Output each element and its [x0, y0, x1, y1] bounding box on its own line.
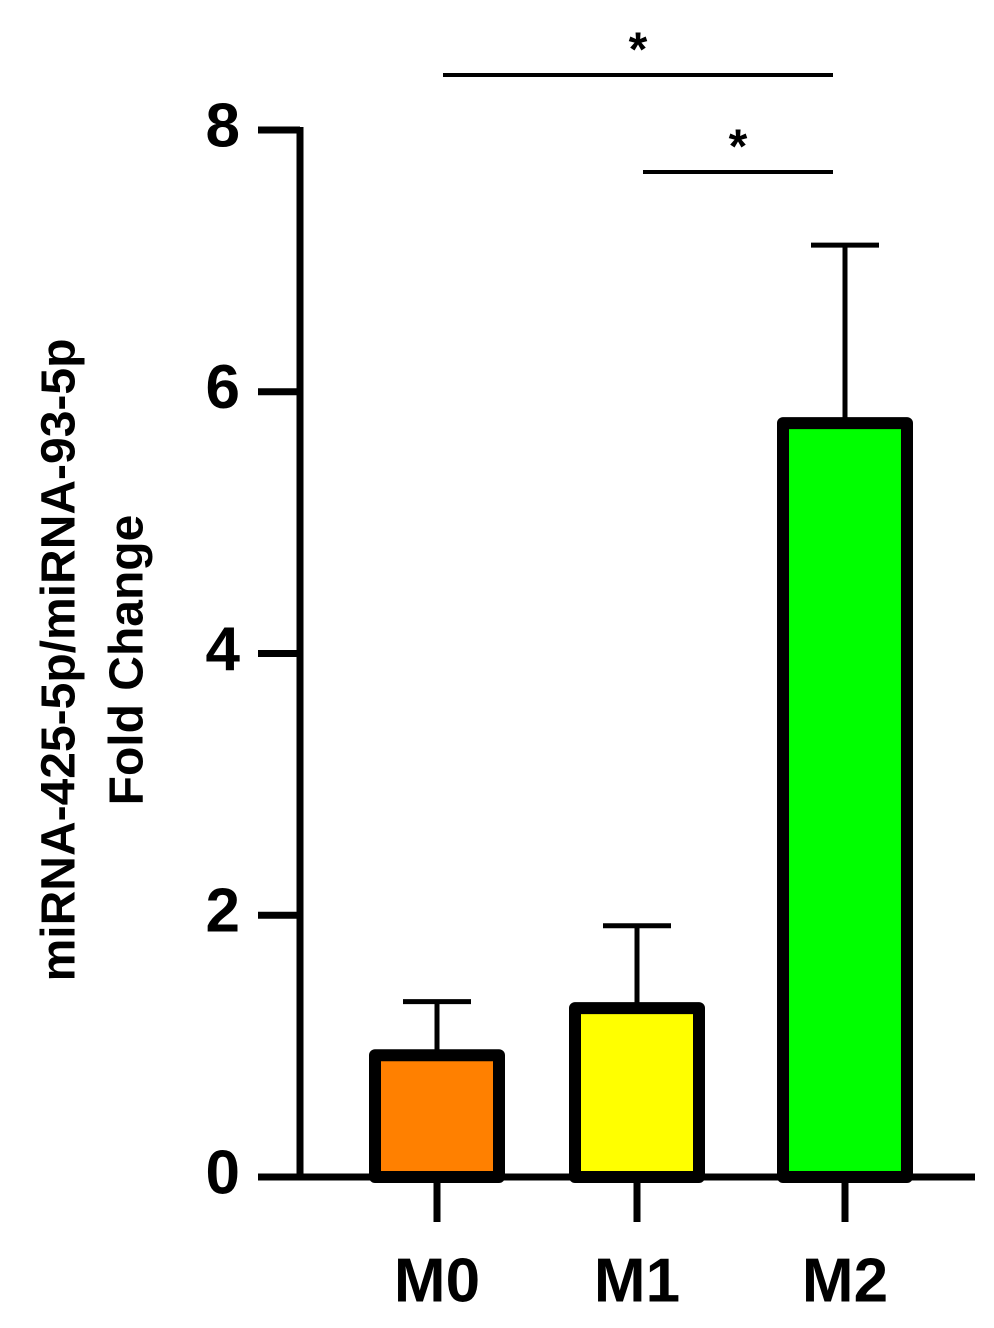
x-tick-label: M2 [802, 1246, 888, 1315]
bar [569, 1002, 705, 1184]
y-tick-label: 8 [206, 91, 240, 160]
significance-marker: * [729, 121, 748, 174]
significance-marker: * [629, 24, 648, 77]
y-tick-label: 2 [206, 877, 240, 946]
y-tick-label: 6 [206, 353, 240, 422]
x-tick-label: M0 [394, 1246, 480, 1315]
bar [777, 417, 913, 1184]
bar [369, 1049, 505, 1184]
y-tick-label: 4 [206, 615, 241, 684]
y-axis-label: Fold Change [101, 515, 154, 806]
y-tick-label: 0 [206, 1138, 240, 1207]
x-tick-label: M1 [594, 1246, 680, 1315]
y-axis-label: miRNA-425-5p/miRNA-93-5p [33, 339, 86, 982]
